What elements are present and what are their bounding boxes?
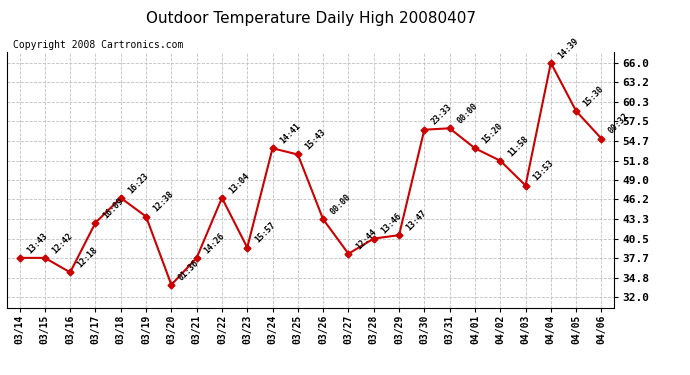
Text: 14:41: 14:41 [278, 122, 302, 146]
Text: 12:42: 12:42 [50, 231, 75, 255]
Text: 15:57: 15:57 [253, 221, 277, 245]
Text: 11:58: 11:58 [506, 134, 530, 158]
Text: 16:23: 16:23 [126, 171, 150, 195]
Text: 00:00: 00:00 [328, 192, 353, 216]
Text: 15:43: 15:43 [304, 128, 328, 152]
Text: 13:46: 13:46 [380, 212, 404, 236]
Text: 12:18: 12:18 [76, 246, 100, 270]
Text: 13:04: 13:04 [228, 171, 252, 195]
Text: 13:47: 13:47 [404, 209, 428, 232]
Text: 13:53: 13:53 [531, 159, 555, 183]
Text: 14:39: 14:39 [556, 36, 580, 60]
Text: 15:30: 15:30 [582, 84, 606, 108]
Text: 23:33: 23:33 [430, 103, 454, 127]
Text: 12:38: 12:38 [152, 190, 176, 214]
Text: 15:20: 15:20 [480, 122, 504, 146]
Text: Copyright 2008 Cartronics.com: Copyright 2008 Cartronics.com [13, 40, 184, 50]
Text: 01:36: 01:36 [177, 258, 201, 282]
Text: 13:43: 13:43 [25, 231, 49, 255]
Text: 14:26: 14:26 [202, 231, 226, 255]
Text: 16:09: 16:09 [101, 196, 125, 220]
Text: 00:32: 00:32 [607, 112, 631, 136]
Text: 12:44: 12:44 [354, 227, 378, 251]
Text: Outdoor Temperature Daily High 20080407: Outdoor Temperature Daily High 20080407 [146, 11, 475, 26]
Text: 00:00: 00:00 [455, 102, 480, 126]
